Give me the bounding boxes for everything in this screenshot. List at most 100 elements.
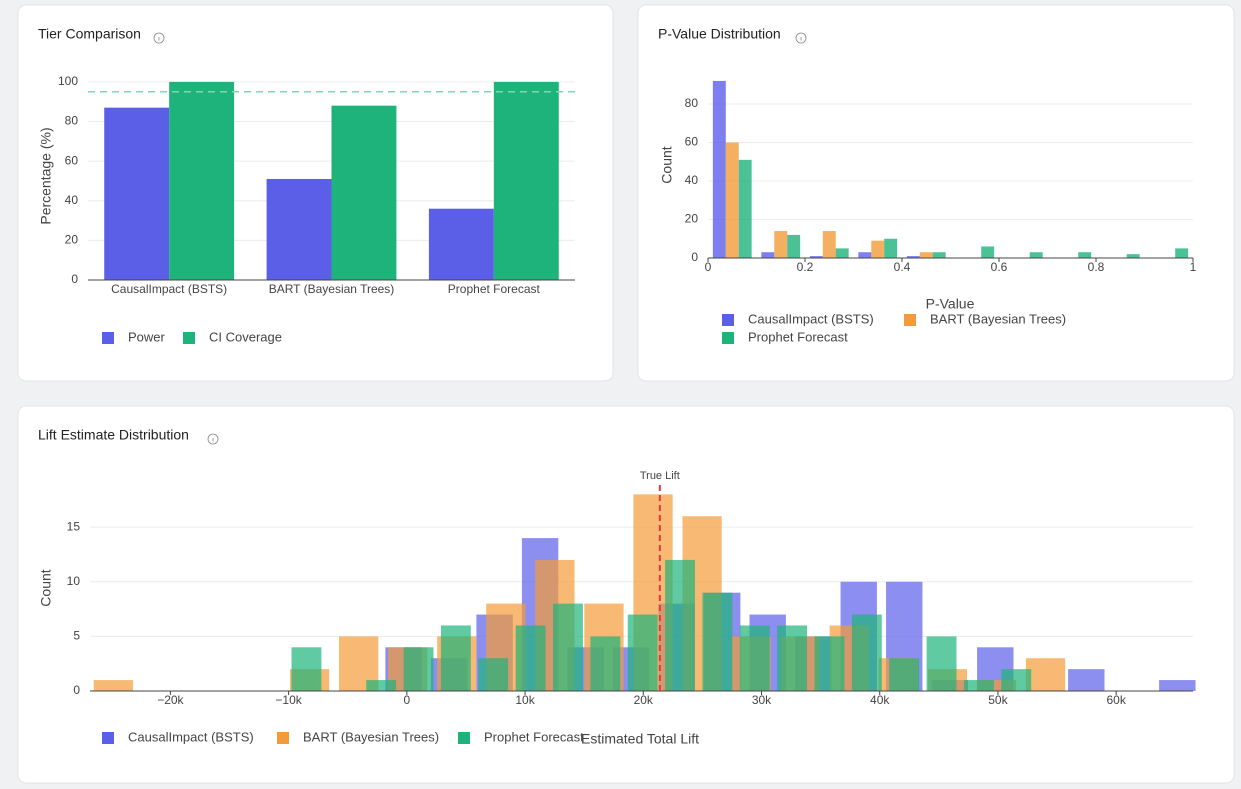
- bar: [266, 178, 332, 280]
- x-tick-label: 0.8: [1088, 260, 1105, 274]
- x-tick-label: 0: [403, 693, 410, 707]
- x-tick-label: CausalImpact (BSTS): [111, 282, 227, 296]
- legend-label: CausalImpact (BSTS): [128, 729, 254, 744]
- x-axis-label: P-Value: [926, 296, 975, 312]
- histogram-bar: [366, 680, 397, 691]
- y-tick-label: 10: [67, 574, 81, 588]
- legend-label: CausalImpact (BSTS): [748, 311, 874, 326]
- y-tick-label: 20: [65, 233, 79, 247]
- x-tick-label: 10k: [515, 693, 535, 707]
- histogram-bar: [1159, 680, 1196, 691]
- y-tick-label: 5: [73, 629, 80, 643]
- histogram-bar: [809, 256, 823, 258]
- histogram-bar: [725, 142, 739, 258]
- histogram-bar: [889, 658, 920, 691]
- histogram-bar: [627, 614, 658, 691]
- y-tick-label: 40: [65, 193, 79, 207]
- y-tick-label: 0: [691, 250, 698, 264]
- histogram-bar: [1175, 248, 1189, 258]
- histogram-bar: [871, 240, 885, 258]
- histogram-bar: [774, 231, 788, 258]
- histogram-bar: [884, 238, 898, 258]
- histogram-bar: [515, 625, 546, 691]
- histogram-bar: [738, 159, 752, 258]
- x-tick-label: 0.4: [894, 260, 911, 274]
- histogram-bar: [761, 252, 775, 258]
- x-tick-label: −20k: [157, 693, 184, 707]
- histogram-bar: [963, 680, 994, 691]
- legend-label: BART (Bayesian Trees): [303, 729, 439, 744]
- info-icons: [153, 32, 807, 445]
- x-tick-label: 20k: [634, 693, 654, 707]
- legend-swatch: [277, 732, 289, 744]
- y-tick-label: 15: [67, 519, 81, 533]
- legend-swatch: [458, 732, 470, 744]
- y-axis-label: Count: [659, 146, 675, 183]
- bar: [104, 107, 170, 281]
- histogram-bar: [1029, 252, 1043, 258]
- histogram-bar: [906, 256, 920, 258]
- legend-label: BART (Bayesian Trees): [930, 311, 1066, 326]
- histogram-bar: [835, 248, 849, 258]
- histogram-bar: [291, 647, 322, 691]
- x-tick-label: 30k: [752, 693, 772, 707]
- histogram-bar: [590, 636, 621, 691]
- y-tick-label: 0: [71, 272, 78, 286]
- legend-swatch: [904, 314, 916, 326]
- histogram-bar: [478, 658, 509, 691]
- bar: [169, 81, 235, 281]
- histogram-bar: [777, 625, 808, 691]
- legend-swatch: [183, 332, 195, 344]
- histogram-bar: [93, 680, 133, 691]
- x-tick-label: 50k: [988, 693, 1008, 707]
- bar: [331, 105, 397, 280]
- y-tick-label: 80: [65, 114, 79, 128]
- x-tick-label: 1: [1190, 260, 1197, 274]
- info-icon[interactable]: [207, 433, 219, 445]
- histogram-bar: [1078, 252, 1092, 258]
- histogram-bar: [702, 592, 733, 691]
- info-icon[interactable]: [153, 32, 165, 44]
- x-tick-label: BART (Bayesian Trees): [269, 282, 395, 296]
- bar: [493, 81, 559, 281]
- y-axis-label: Count: [38, 569, 54, 606]
- panel-title: P-Value Distribution: [658, 26, 781, 42]
- legend-swatch: [102, 332, 114, 344]
- y-tick-label: 100: [58, 74, 78, 88]
- histogram-bar: [787, 234, 801, 258]
- legend-label: CI Coverage: [209, 329, 282, 344]
- histogram-bar: [739, 625, 770, 691]
- y-tick-label: 60: [65, 153, 79, 167]
- x-tick-label: −10k: [275, 693, 302, 707]
- histogram-bar: [665, 559, 695, 691]
- histogram-bar: [814, 636, 845, 691]
- histogram-bar: [976, 680, 1017, 691]
- legend-label: Power: [128, 329, 166, 344]
- histogram-bar: [1001, 669, 1032, 691]
- x-tick-label: 0.6: [991, 260, 1008, 274]
- histogram-bar: [932, 252, 946, 258]
- histogram-bar: [858, 252, 872, 258]
- x-tick-label: 40k: [870, 693, 890, 707]
- histogram-bar: [403, 647, 434, 691]
- x-tick-label: 60k: [1106, 693, 1126, 707]
- y-tick-label: 0: [73, 683, 80, 697]
- histogram-bar: [1025, 658, 1066, 691]
- y-axis-label: Percentage (%): [38, 127, 54, 224]
- panel: [637, 4, 1235, 382]
- info-icon[interactable]: [795, 32, 807, 44]
- histogram-bar: [919, 252, 933, 258]
- x-axis-label: Estimated Total Lift: [581, 731, 699, 747]
- panel-title: Lift Estimate Distribution: [38, 427, 189, 443]
- legend-label: Prophet Forecast: [748, 329, 848, 344]
- panel: [17, 405, 1235, 784]
- histogram-bar: [851, 614, 882, 691]
- y-tick-label: 20: [685, 212, 699, 226]
- legend-swatch: [722, 332, 734, 344]
- panel-title: Tier Comparison: [38, 26, 141, 42]
- y-tick-label: 80: [685, 96, 699, 110]
- reference-label: True Lift: [640, 470, 680, 482]
- legend-label: Prophet Forecast: [484, 729, 584, 744]
